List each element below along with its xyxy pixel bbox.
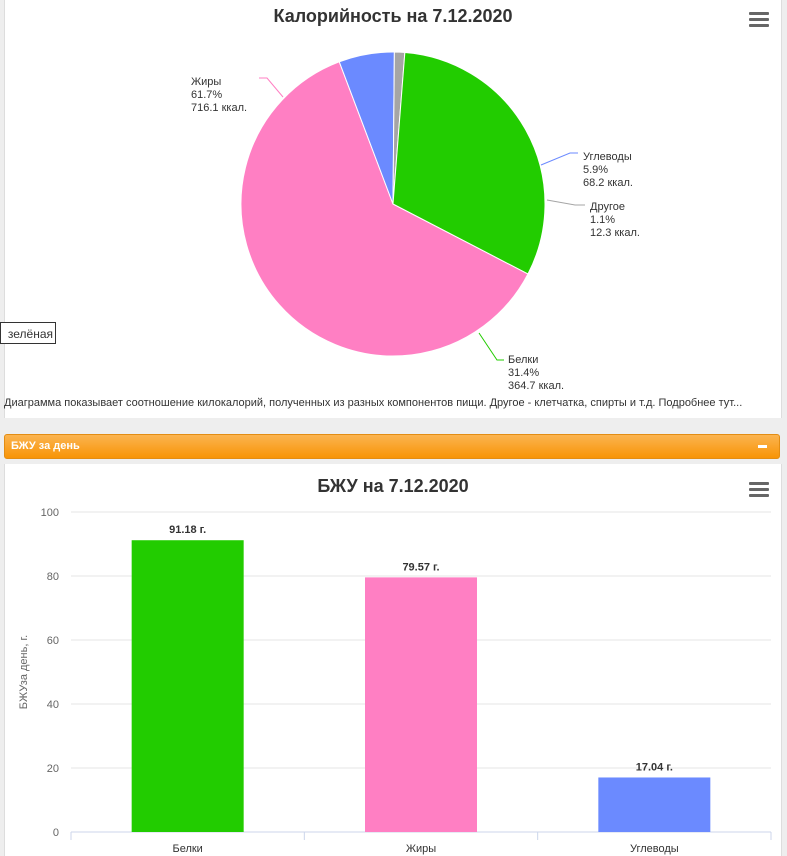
bar-data-label-fat: 79.57 г.: [402, 561, 439, 573]
pie-label-fat-value: 716.1 ккал.: [191, 102, 247, 114]
bar-data-label-protein: 91.18 г.: [169, 524, 206, 536]
y-tick-label: 80: [47, 571, 59, 583]
bju-bar-chart: 0 20 40 60 80 100 БЖУза день, г. 91.18 г. Белки 7…: [18, 507, 772, 855]
bar-carbs[interactable]: [598, 777, 711, 832]
pie-label-carbs-name: Углеводы: [583, 151, 632, 163]
pie-slice-protein[interactable]: [392, 51, 546, 275]
x-tick-label-fat: Жиры: [406, 843, 436, 855]
pie-label-protein-percent: 31.4%: [508, 367, 539, 379]
pie-slice-fat[interactable]: [240, 61, 529, 357]
y-tick-label: 40: [47, 699, 59, 711]
pie-chart-menu-icon[interactable]: [749, 12, 769, 28]
pie-connector-carbs: [540, 152, 578, 166]
bar-protein[interactable]: [131, 540, 244, 832]
y-tick-label: 0: [53, 827, 59, 839]
pie-label-carbs-value: 68.2 ккал.: [583, 177, 633, 189]
bar-chart-title: БЖУ на 7.12.2020: [317, 476, 469, 496]
section-header-label: БЖУ за день: [11, 440, 80, 452]
tooltip-fragment: зелёная: [0, 322, 56, 344]
pie-label-other-percent: 1.1%: [590, 214, 615, 226]
pie-connector-protein: [478, 332, 504, 361]
y-tick-label: 20: [47, 763, 59, 775]
bju-chart-panel: БЖУ на 7.12.2020 0 20 40 60 80 100 БЖУза день,…: [4, 464, 782, 856]
bar-data-label-carbs: 17.04 г.: [636, 761, 673, 773]
pie-label-fat-name: Жиры: [191, 76, 221, 88]
pie-label-other-name: Другое: [590, 201, 625, 213]
y-axis-label: БЖУза день, г.: [18, 635, 30, 709]
pie-chart-title: Калорийность на 7.12.2020: [273, 6, 513, 26]
pie-connector-fat: [259, 77, 284, 98]
collapse-icon[interactable]: [758, 445, 767, 448]
tooltip-text: зелёная: [7, 327, 53, 341]
calorie-chart-panel: Калорийность на 7.12.2020 Жиры 61.7% 716.1…: [4, 0, 782, 418]
pie-label-fat-percent: 61.7%: [191, 89, 222, 101]
chart-caption: Диаграмма показывает соотношение килокал…: [4, 397, 743, 409]
bar-chart-menu-icon[interactable]: [749, 482, 769, 498]
pie-label-carbs-percent: 5.9%: [583, 164, 608, 176]
x-tick-label-carbs: Углеводы: [630, 843, 679, 855]
y-tick-label: 60: [47, 635, 59, 647]
bar-fat[interactable]: [365, 577, 477, 832]
pie-connector-other: [546, 199, 585, 206]
y-tick-label: 100: [41, 507, 59, 519]
pie-label-protein-value: 364.7 ккал.: [508, 380, 564, 392]
pie-label-other-value: 12.3 ккал.: [590, 227, 640, 239]
pie-label-protein-name: Белки: [508, 354, 538, 366]
x-tick-label-protein: Белки: [172, 843, 202, 855]
section-header-bju[interactable]: БЖУ за день: [4, 434, 780, 459]
